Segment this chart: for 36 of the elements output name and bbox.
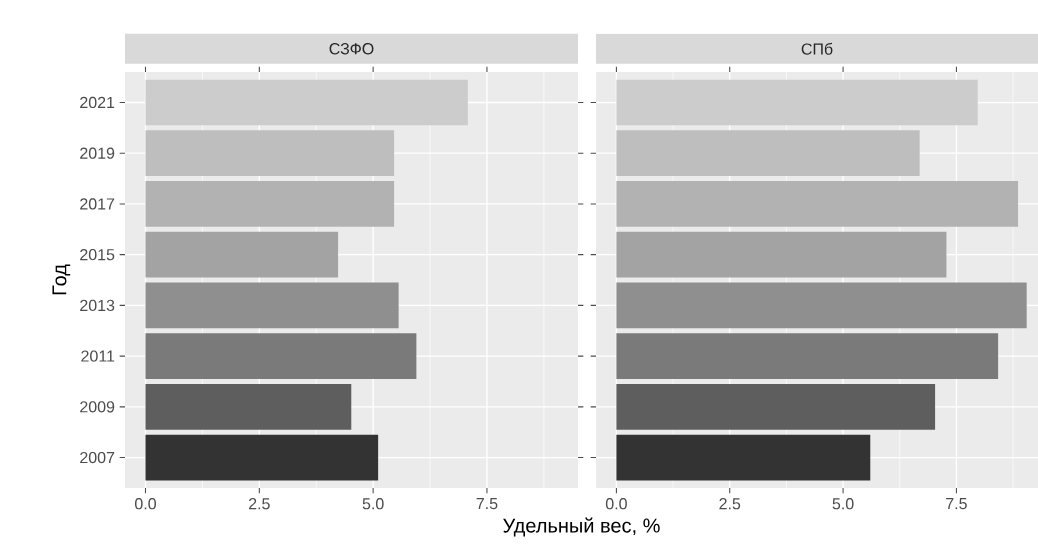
x-tick-label: 0.0: [135, 498, 156, 510]
bar: [145, 384, 352, 430]
chart-title: СПб: [801, 42, 833, 55]
bar: [145, 79, 468, 126]
bar: [616, 79, 978, 126]
y-tick-label: 2017: [80, 198, 115, 210]
bar: [145, 130, 395, 177]
x-tick-label: 2.5: [248, 498, 270, 510]
bar: [616, 333, 999, 379]
bar: [616, 181, 1019, 227]
chart-title: СЗФО: [329, 43, 374, 55]
y-axis-title: Год: [52, 264, 71, 295]
bar: [145, 282, 399, 329]
bar: [145, 231, 339, 278]
x-axis-title: Удельный вес, %: [503, 517, 660, 537]
y-tick-label: 2007: [80, 451, 115, 464]
bar: [616, 384, 936, 430]
y-tick-label: 2015: [80, 248, 115, 261]
x-tick-label: 7.5: [476, 498, 498, 510]
bar: [616, 434, 871, 481]
y-tick-label: 2013: [80, 299, 115, 312]
y-tick-label: 2011: [81, 350, 115, 362]
x-tick-label: 5.0: [362, 498, 384, 510]
bar: [145, 333, 417, 379]
y-tick-label: 2021: [80, 96, 115, 109]
bar: [145, 181, 395, 227]
x-tick-label: 2.5: [719, 498, 741, 510]
x-tick-label: 0.0: [605, 498, 627, 510]
y-tick-label: 2009: [80, 401, 115, 413]
bar: [145, 434, 379, 481]
bar: [616, 231, 947, 278]
y-tick-label: 2019: [80, 147, 115, 159]
bar: [616, 282, 1027, 329]
x-tick-label: 5.0: [832, 498, 854, 510]
bar: [616, 130, 920, 177]
x-tick-label: 7.5: [946, 498, 967, 510]
